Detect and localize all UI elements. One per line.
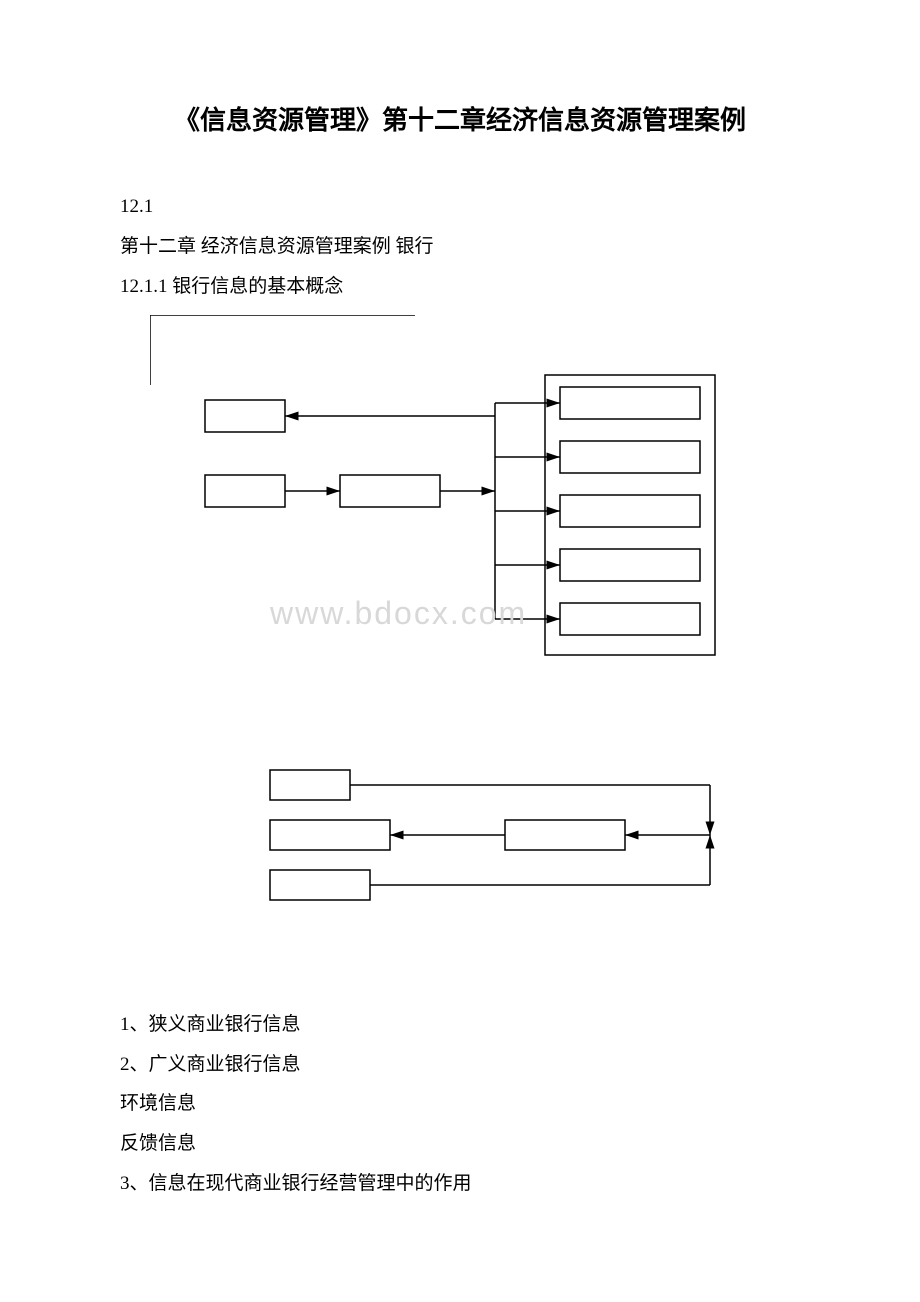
diagram-2 [150, 760, 800, 925]
text-line-8: 3、信息在现代商业银行经营管理中的作用 [120, 1164, 800, 1204]
text-line-6: 环境信息 [120, 1084, 800, 1124]
flowchart-1 [150, 315, 730, 685]
diagram-1: www.bdocx.com [150, 315, 800, 690]
text-line-2: 第十二章 经济信息资源管理案例 银行 [120, 227, 800, 267]
text-line-4: 1、狭义商业银行信息 [120, 1005, 800, 1045]
text-line-7: 反馈信息 [120, 1124, 800, 1164]
text-line-5: 2、广义商业银行信息 [120, 1045, 800, 1085]
page-title: 《信息资源管理》第十二章经济信息资源管理案例 [120, 100, 800, 137]
text-line-1: 12.1 [120, 187, 800, 227]
text-line-3: 12.1.1 银行信息的基本概念 [120, 267, 800, 307]
flowchart-2 [150, 760, 730, 920]
